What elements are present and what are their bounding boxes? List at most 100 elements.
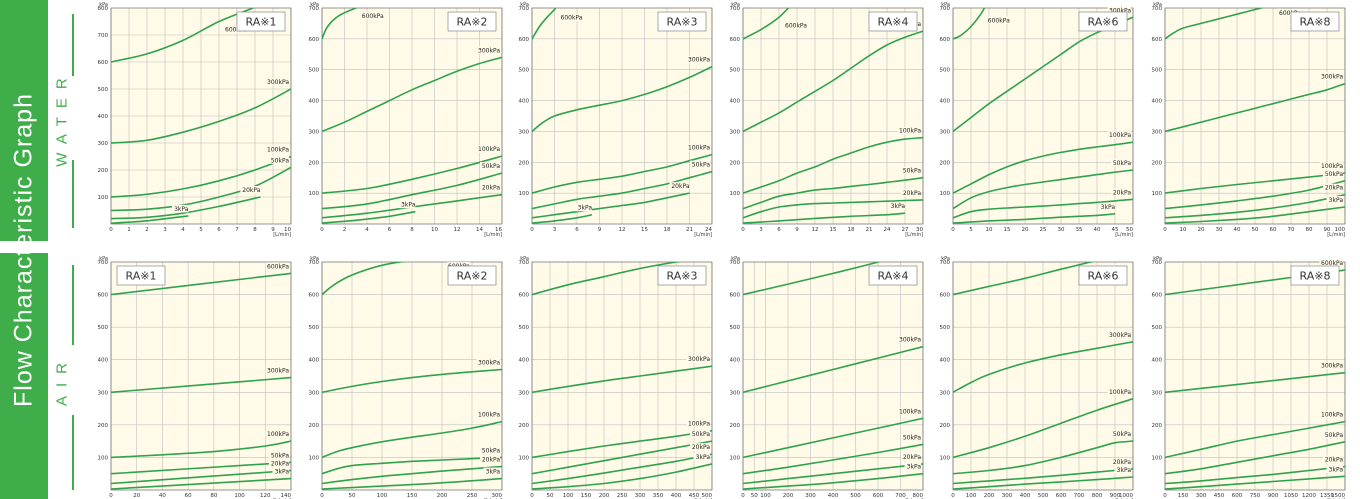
model-label-box xyxy=(236,11,286,32)
model-label: RA※2 xyxy=(457,16,488,29)
y-tick-label: 400 xyxy=(730,99,741,105)
curve-label-bg xyxy=(265,78,289,86)
y-unit-label: kPa xyxy=(941,2,950,8)
x-tick-label: 2 xyxy=(343,227,347,233)
curve-label: 20kPa xyxy=(671,183,689,190)
curve-label: 100kPa xyxy=(267,431,289,438)
x-tick-label: 35 xyxy=(1076,227,1083,233)
curve-label-bg xyxy=(897,335,921,344)
curve-label: 20kPa xyxy=(242,187,260,194)
x-tick-label: 8 xyxy=(410,227,414,233)
y-tick-label: 500 xyxy=(519,68,530,74)
x-tick-label: 15 xyxy=(1004,227,1011,233)
curve-label-bg xyxy=(575,203,592,212)
model-label: RA※2 xyxy=(457,270,488,283)
y-tick-label: 200 xyxy=(519,160,530,166)
y-tick-label: 400 xyxy=(309,99,320,105)
x-tick-label: 24 xyxy=(705,227,712,233)
curves xyxy=(322,262,502,490)
x-tick-label: 120 xyxy=(260,493,271,499)
curve-label-bg xyxy=(690,430,710,438)
y-tick-label: 500 xyxy=(98,87,109,93)
x-tick-label: 0 xyxy=(320,227,324,233)
curve-600kPa xyxy=(322,262,406,296)
y-tick-label: 500 xyxy=(1152,68,1163,74)
y-tick-label: 600 xyxy=(519,37,530,43)
curve-3kPa xyxy=(322,210,416,224)
curve-label-bg xyxy=(686,355,710,363)
model-label: RA※3 xyxy=(667,270,698,283)
x-tick-label: 400 xyxy=(671,493,682,499)
x-tick-label: 9 xyxy=(795,227,799,233)
x-tick-label: 600 xyxy=(1056,493,1067,499)
y-tick-label: 200 xyxy=(730,160,741,166)
curve-20kPa xyxy=(111,196,261,220)
x-tick-label: 4 xyxy=(365,227,369,233)
y-tick-label: 700 xyxy=(519,260,530,266)
x-tick-label: 30 xyxy=(1058,227,1065,233)
model-label: RA※6 xyxy=(1088,16,1119,29)
curve-label: 20kPa xyxy=(903,190,921,197)
x-tick-label: 100 xyxy=(760,493,771,499)
model-label-box xyxy=(447,265,497,286)
y-tick-label: 700 xyxy=(940,260,951,266)
x-tick-label: 400 xyxy=(1020,493,1031,499)
x-tick-label: 20 xyxy=(1022,227,1029,233)
x-tick-label: 900 xyxy=(1110,493,1121,499)
curve-100kPa xyxy=(322,420,502,459)
curve-label: 20kPa xyxy=(903,454,921,461)
water-rule-top xyxy=(72,14,74,76)
curve-label-bg xyxy=(480,162,500,170)
curve-600kPa xyxy=(953,262,1094,296)
curve-label: 100kPa xyxy=(478,412,500,419)
y-tick-label: 200 xyxy=(730,423,741,429)
curve-300kPa xyxy=(322,56,502,133)
x-tick-label: 6 xyxy=(217,227,221,233)
x-tick-label: 0 xyxy=(1163,227,1167,233)
y-tick-label: 200 xyxy=(1152,160,1163,166)
x-tick-label: 50 xyxy=(1126,227,1133,233)
curve-label-bg xyxy=(686,143,710,152)
x-unit-label: [L/min] xyxy=(484,232,502,238)
curve-label: 50kPa xyxy=(1325,432,1343,439)
curve-20kPa xyxy=(1165,193,1345,219)
y-tick-label: 700 xyxy=(309,260,320,266)
curve-label-bg xyxy=(901,452,921,461)
curve-label: 100kPa xyxy=(899,408,921,415)
model-label-box xyxy=(1078,265,1128,286)
x-tick-label: 200 xyxy=(984,493,995,499)
curve-label: 50kPa xyxy=(1113,160,1131,167)
y-tick-label: 300 xyxy=(519,129,530,135)
y-tick-label: 100 xyxy=(309,191,320,197)
x-tick-label: 100 xyxy=(377,493,388,499)
curve-label-bg xyxy=(784,21,808,29)
curve-600kPa xyxy=(111,8,254,63)
curve-label: 300kPa xyxy=(478,359,500,366)
curve-label-bg xyxy=(269,459,289,467)
curve-50kPa xyxy=(743,176,923,210)
curve-label-bg xyxy=(1319,410,1343,419)
x-tick-label: 15 xyxy=(830,227,837,233)
curve-600kPa xyxy=(532,262,682,296)
curve-label-bg xyxy=(888,202,905,210)
curve-label: 600kPa xyxy=(362,13,384,20)
curve-300kPa xyxy=(1165,371,1345,394)
x-tick-label: 0 xyxy=(109,227,113,233)
curve-label-bg xyxy=(265,262,289,270)
y-tick-label: 400 xyxy=(309,358,320,364)
x-tick-label: 90 xyxy=(1324,227,1331,233)
curve-300kPa xyxy=(953,341,1133,394)
curves xyxy=(743,262,923,490)
x-tick-label: 50 xyxy=(547,493,554,499)
x-tick-label: 10 xyxy=(431,227,438,233)
curve-label-bg xyxy=(398,200,416,209)
x-tick-label: 0 xyxy=(951,493,955,499)
curve-label-bg xyxy=(224,25,248,33)
model-label-box xyxy=(657,11,707,32)
x-tick-label: 0 xyxy=(951,227,955,233)
x-tick-label: 40 xyxy=(159,493,166,499)
plot-frame xyxy=(952,261,1134,491)
y-tick-label: 400 xyxy=(730,358,741,364)
y-tick-label: 700 xyxy=(519,6,530,12)
